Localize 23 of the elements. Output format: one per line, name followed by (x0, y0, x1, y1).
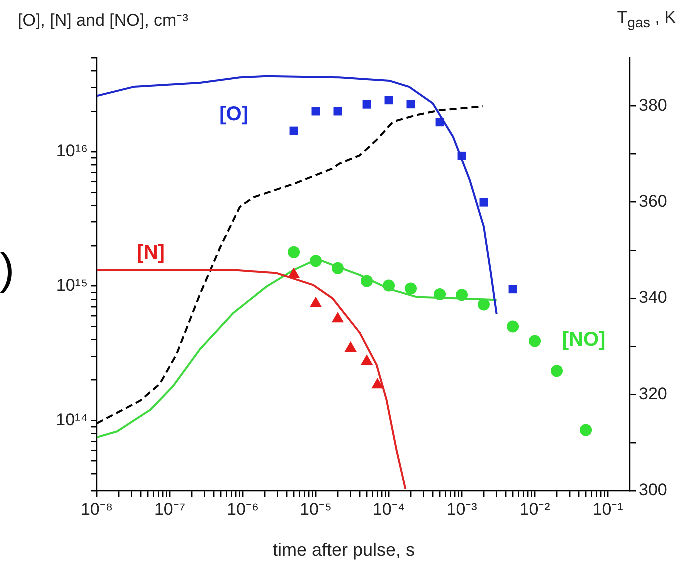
y2-axis-title: T$_{gas}$ , K (617, 8, 676, 32)
x-tick-label: 10⁻⁷ (154, 500, 186, 519)
x-tick-label: 10⁻⁸ (80, 500, 114, 519)
y-axis-title: [O], [N] and [NO], cm⁻³ (18, 10, 188, 31)
series-label: [NO] (562, 328, 606, 351)
text: ) (0, 245, 15, 295)
y-tick-label: 10¹⁵ (56, 276, 88, 296)
x-axis-title: time after pulse, s (272, 540, 416, 561)
y2-tick-label: 360 (639, 192, 668, 212)
x-tick-label: 10⁻⁵ (300, 500, 332, 519)
y-tick-label: 10¹⁶ (56, 142, 88, 161)
y2-tick-label: 340 (639, 288, 668, 308)
x-tick-label: 10⁻¹ (592, 500, 624, 519)
x-tick-label: 10⁻⁶ (227, 500, 259, 519)
text: [N] (137, 242, 165, 264)
x-tick-label: 10⁻² (520, 500, 551, 519)
y2-tick-label: 320 (639, 384, 668, 404)
y2-tick-label: 300 (639, 480, 668, 500)
x-tick-label: 10⁻³ (446, 500, 478, 519)
text: [O] (220, 104, 248, 126)
y2-tick-label: 380 (639, 96, 668, 115)
x-tick-label: 10⁻⁴ (372, 500, 406, 519)
y-tick-label: 10¹⁴ (56, 410, 88, 430)
